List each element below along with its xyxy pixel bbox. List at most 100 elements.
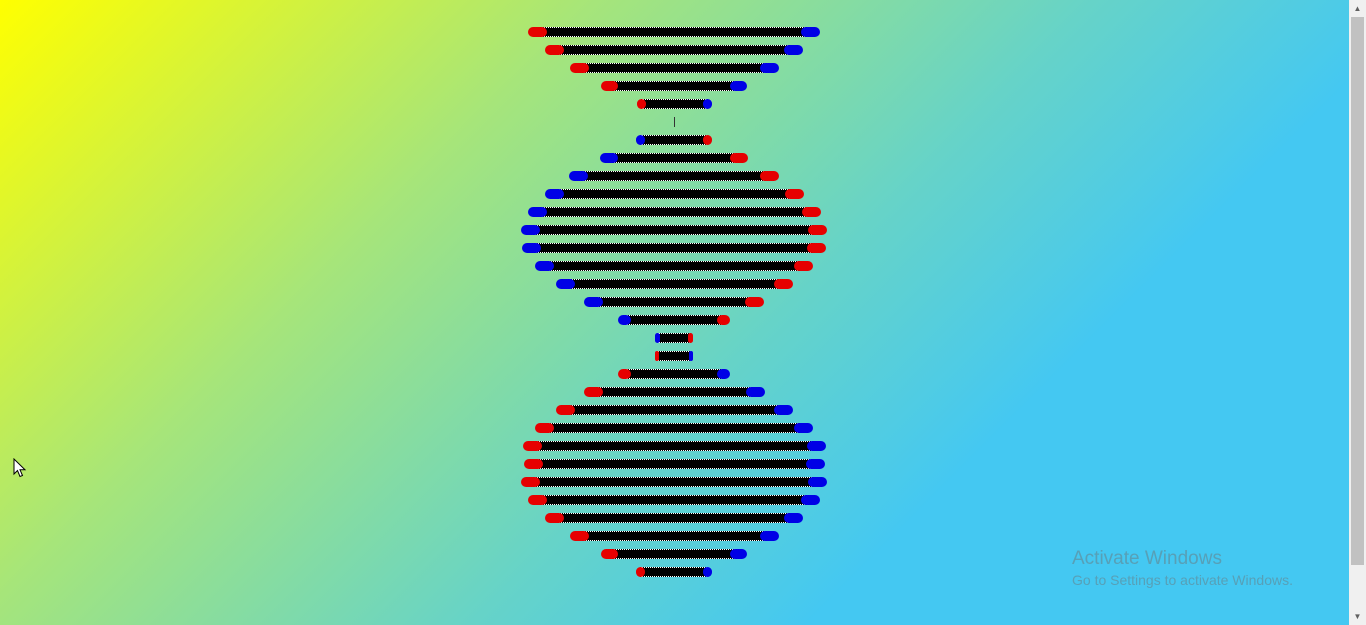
helix-rung: [618, 369, 730, 379]
helix-left-cap: [535, 261, 554, 271]
helix-right-cap: [702, 99, 712, 109]
activate-windows-watermark: Activate Windows Go to Settings to activ…: [1072, 548, 1293, 590]
helix-right-cap: [801, 207, 821, 217]
helix-rung: [535, 423, 813, 433]
helix-bar: [555, 189, 793, 199]
helix-left-cap: [555, 279, 575, 289]
vertical-scrollbar[interactable]: ▲ ▼: [1349, 0, 1366, 625]
helix-bar: [532, 225, 816, 235]
helix-right-cap: [784, 513, 803, 523]
helix-rung: [636, 99, 712, 109]
helix-rung: [600, 81, 748, 91]
helix-rung: [521, 477, 827, 487]
helix-right-cap: [745, 387, 765, 397]
helix-right-cap: [703, 135, 713, 145]
helix-bar: [556, 45, 792, 55]
helix-left-cap: [528, 27, 547, 37]
helix-left-cap: [545, 45, 564, 55]
helix-right-cap: [688, 351, 694, 361]
helix-bar: [538, 207, 810, 217]
helix-right-cap: [794, 423, 813, 433]
helix-right-cap: [716, 315, 730, 325]
helix-right-cap: [806, 441, 826, 451]
helix-bar: [539, 27, 809, 37]
helix-right-cap: [801, 27, 820, 37]
helix-rung: [523, 459, 825, 469]
helix-rung: [555, 279, 793, 289]
helix-bar: [626, 369, 722, 379]
helix-bar: [546, 261, 802, 271]
helix-left-cap: [521, 477, 540, 487]
watermark-subtitle: Go to Settings to activate Windows.: [1072, 572, 1293, 588]
helix-left-cap: [545, 513, 564, 523]
helix-bar: [610, 153, 738, 163]
helix-bar: [534, 459, 814, 469]
helix-rung: [600, 549, 748, 559]
helix-bar: [657, 351, 691, 361]
helix-right-cap: [794, 261, 813, 271]
helix-left-cap: [522, 441, 542, 451]
helix-right-cap: [729, 549, 748, 559]
helix-rung: [522, 441, 826, 451]
helix-right-cap: [784, 45, 803, 55]
helix-right-cap: [808, 477, 827, 487]
helix-left-cap: [544, 189, 564, 199]
helix-bar: [580, 171, 768, 181]
helix-rung: [654, 351, 694, 361]
scroll-down-arrow-icon[interactable]: ▼: [1353, 612, 1362, 621]
helix-right-cap: [702, 567, 712, 577]
helix-bar: [595, 297, 753, 307]
helix-bar: [580, 531, 768, 541]
helix-bar: [556, 513, 792, 523]
helix-left-cap: [584, 297, 603, 307]
helix-rung: [528, 27, 820, 37]
helix-right-cap: [807, 243, 826, 253]
helix-left-cap: [655, 333, 660, 343]
helix-bar: [594, 387, 754, 397]
scroll-thumb[interactable]: [1351, 17, 1364, 565]
helix-left-cap: [569, 171, 588, 181]
helix-rung: [569, 531, 779, 541]
helix-rung: [584, 297, 764, 307]
helix-rung: [636, 567, 712, 577]
helix-rung: [555, 405, 793, 415]
helix-left-cap: [600, 81, 619, 91]
helix-bar: [539, 495, 809, 505]
helix-left-cap: [569, 531, 589, 541]
helix-bar: [641, 99, 707, 109]
helix-left-cap: [636, 567, 646, 577]
helix-left-cap: [635, 135, 645, 145]
helix-rung: [522, 243, 826, 253]
scroll-up-arrow-icon[interactable]: ▲: [1353, 4, 1362, 13]
helix-rung: [545, 45, 803, 55]
helix-rung: [569, 171, 779, 181]
helix-left-cap: [600, 549, 619, 559]
mouse-pointer-icon: [13, 457, 27, 483]
helix-bar: [626, 315, 722, 325]
helix-bar: [641, 567, 707, 577]
helix-right-cap: [688, 333, 693, 343]
helix-rung: [618, 315, 730, 325]
watermark-title: Activate Windows: [1072, 548, 1222, 569]
helix-right-cap: [716, 369, 730, 379]
helix-left-cap: [521, 225, 540, 235]
helix-bar: [657, 333, 691, 343]
helix-bar: [611, 81, 737, 91]
helix-rung: [600, 153, 748, 163]
helix-right-cap: [759, 63, 779, 73]
helix-bar: [580, 63, 768, 73]
helix-right-cap: [808, 225, 827, 235]
helix-bar: [533, 441, 815, 451]
helix-rung: [545, 513, 803, 523]
helix-right-cap: [773, 405, 793, 415]
helix-right-cap: [784, 189, 804, 199]
helix-rung: [527, 207, 821, 217]
helix-left-cap: [555, 405, 575, 415]
helix-right-cap: [760, 171, 779, 181]
helix-bar: [611, 549, 737, 559]
helix-rung: [655, 333, 693, 343]
helix-right-cap: [730, 153, 748, 163]
helix-rung: [583, 387, 765, 397]
helix-rung-line: [674, 117, 675, 127]
helix-bar: [546, 423, 802, 433]
